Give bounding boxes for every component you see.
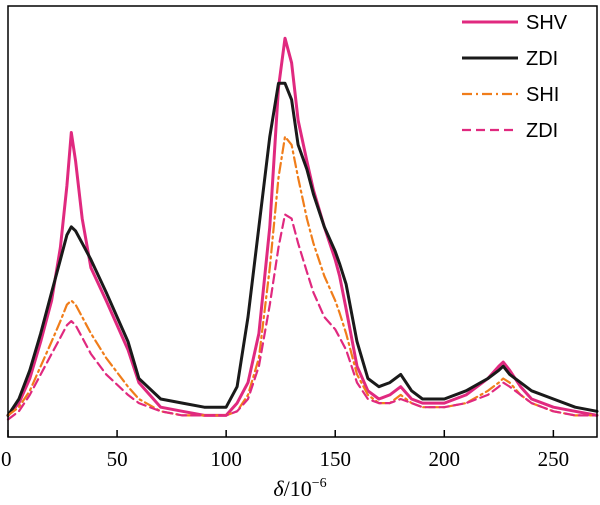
legend-label-1: SHV [526,12,568,34]
x-axis-ticks: 0 50 100 150 200 250 [1,430,569,471]
x-axis-label-exponent: −6 [312,476,327,491]
plot-frame [7,5,598,438]
series-line-2 [6,81,599,417]
x-axis-label-symbol: δ [273,476,284,501]
plot-lines [6,36,599,421]
plot-border [7,5,598,438]
x-axis-label-unit: /10 [284,476,312,501]
x-tick-label: 150 [319,447,351,471]
x-tick-label: 0 [1,447,12,471]
series-line-3 [6,135,599,417]
x-axis-label: δ/10−6 [273,476,326,501]
legend-label-4: ZDI [526,120,558,142]
series-line-4 [6,213,599,421]
legend: SHV ZDI SHI ZDI [462,12,568,142]
x-tick-label: 50 [107,447,128,471]
x-tick-label: 100 [210,447,242,471]
x-tick-label: 200 [429,447,461,471]
legend-label-3: SHI [526,84,559,106]
x-tick-label: 250 [538,447,570,471]
legend-label-2: ZDI [526,48,558,70]
